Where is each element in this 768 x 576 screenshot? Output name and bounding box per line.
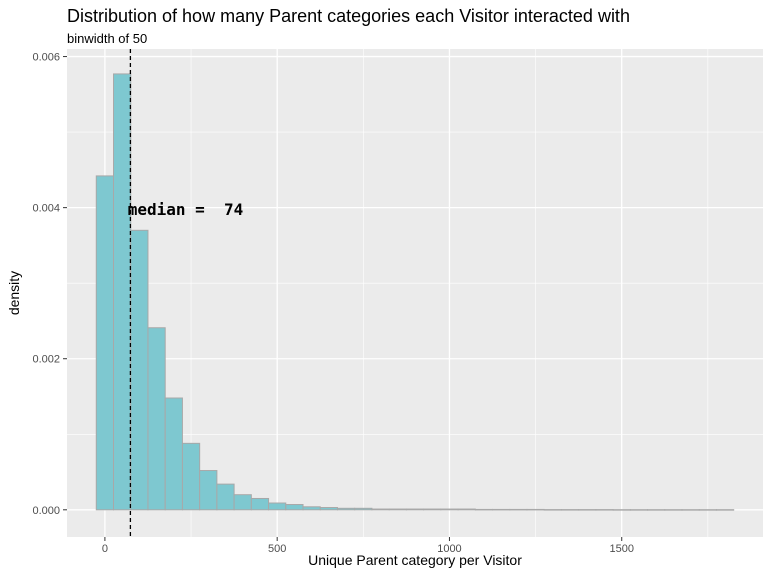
histogram-bar — [319, 507, 338, 511]
histogram-bar — [113, 73, 132, 511]
histogram-bar — [405, 508, 425, 511]
histogram-bar — [164, 397, 183, 511]
histogram-bar — [629, 509, 649, 511]
histogram-bar — [181, 442, 201, 511]
y-tick-label: 0.002 — [32, 354, 60, 366]
x-tick-label: 500 — [268, 543, 286, 555]
chart-subtitle: binwidth of 50 — [67, 31, 147, 46]
histogram-bar — [285, 504, 304, 511]
histogram-bar — [95, 175, 115, 511]
histogram-bar — [250, 497, 270, 511]
y-axis-ticks: 0.000 0.002 0.004 0.006 — [32, 52, 67, 517]
histogram-bar — [302, 506, 321, 511]
y-axis-title: density — [6, 271, 22, 315]
histogram-bar — [199, 470, 218, 511]
x-axis-title: Unique Parent category per Visitor — [308, 552, 522, 568]
histogram-bar — [336, 507, 356, 511]
histogram-bar — [130, 229, 149, 511]
histogram-bar — [647, 509, 666, 511]
y-tick-label: 0.006 — [32, 52, 60, 64]
histogram-bar — [681, 509, 700, 511]
histogram-bar — [216, 483, 235, 511]
histogram-bar — [509, 508, 528, 511]
histogram-bar — [664, 509, 683, 511]
histogram-bar — [457, 508, 476, 511]
histogram-bar — [440, 508, 459, 511]
median-annotation: median = 74 — [128, 200, 244, 219]
histogram-bar — [423, 508, 442, 511]
histogram-bar — [715, 509, 735, 511]
histogram-bar — [147, 327, 166, 511]
y-tick-label: 0.004 — [32, 203, 60, 215]
x-axis-ticks: 0 500 1000 1500 — [102, 537, 634, 555]
histogram-bar — [612, 509, 631, 511]
histogram-bar — [543, 509, 562, 511]
histogram-bar — [595, 509, 614, 511]
x-tick-label: 1000 — [437, 543, 461, 555]
histogram-bars — [95, 73, 735, 511]
x-tick-label: 0 — [102, 543, 108, 555]
histogram-bar — [578, 509, 597, 511]
histogram-bar — [371, 508, 390, 511]
minor-gridlines — [67, 49, 763, 537]
x-tick-label: 1500 — [609, 543, 633, 555]
chart-title: Distribution of how many Parent categori… — [67, 6, 630, 26]
histogram-bar — [492, 508, 511, 511]
histogram-bar — [474, 508, 494, 511]
histogram-bar — [354, 507, 373, 511]
histogram-bar — [526, 508, 545, 511]
histogram-bar — [388, 508, 407, 511]
y-tick-label: 0.000 — [32, 505, 60, 517]
histogram-bar — [233, 494, 252, 511]
histogram-bar — [698, 509, 717, 511]
histogram-bar — [560, 509, 580, 511]
histogram-bar — [268, 502, 287, 511]
